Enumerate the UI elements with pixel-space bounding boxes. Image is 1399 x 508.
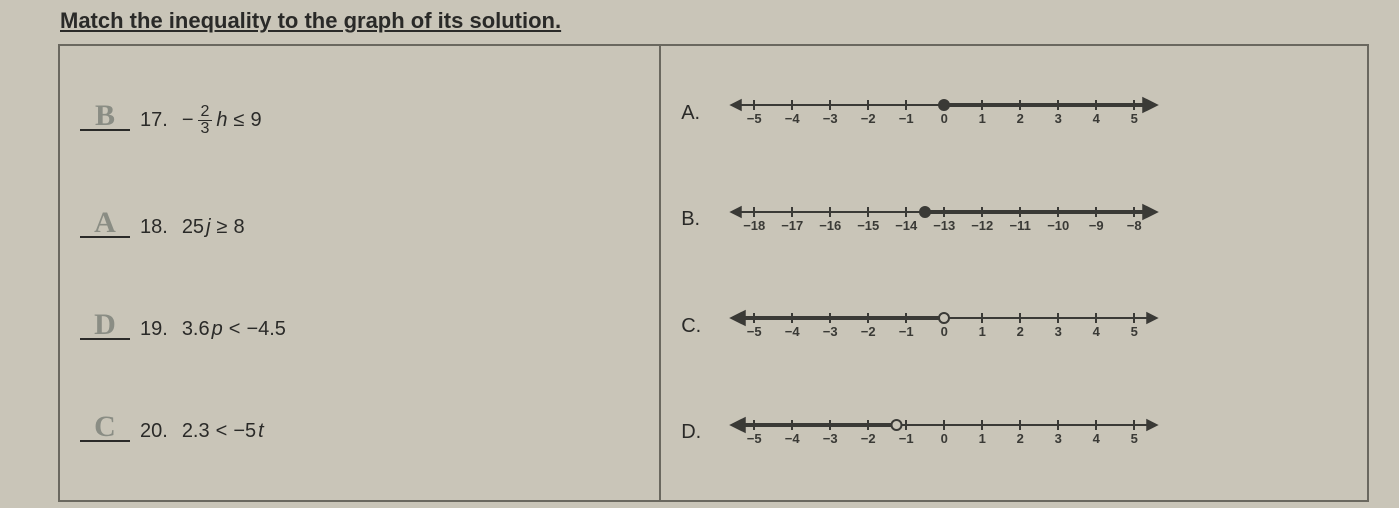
- option-c: C. −5−4−3−2−1012345: [681, 306, 1347, 346]
- pencil-answer: A: [94, 208, 116, 238]
- answer-blank: D: [80, 318, 130, 340]
- number-line: −18−17−16−15−14−13−12−11−10−9−8: [729, 200, 1159, 240]
- question-number: 20.: [140, 420, 168, 443]
- question-number: 18.: [140, 216, 168, 239]
- option-label: B.: [681, 208, 709, 231]
- expression: 25 j ≥ 8: [182, 216, 245, 239]
- option-b: B. −18−17−16−15−14−13−12−11−10−9−8: [681, 200, 1347, 240]
- answer-blank: A: [80, 216, 130, 238]
- option-label: D.: [681, 421, 709, 444]
- fraction: 2 3: [198, 104, 213, 137]
- page-title: Match the inequality to the graph of its…: [60, 8, 561, 34]
- question-20: C 20. 2.3 < −5 t: [80, 420, 639, 443]
- questions-column: B 17. − 2 3 h ≤ 9 A 18. 25 j ≥: [60, 46, 661, 500]
- options-column: A. −5−4−3−2−1012345 B. −18−17−16−15−14−1…: [661, 46, 1367, 500]
- question-18: A 18. 25 j ≥ 8: [80, 216, 639, 239]
- pencil-answer: C: [94, 412, 116, 442]
- question-19: D 19. 3.6 p < −4.5: [80, 318, 639, 341]
- number-line: −5−4−3−2−1012345: [729, 93, 1159, 133]
- pencil-answer: D: [94, 310, 116, 340]
- number-line: −5−4−3−2−1012345: [729, 306, 1159, 346]
- question-number: 19.: [140, 318, 168, 341]
- option-label: A.: [681, 102, 709, 125]
- question-number: 17.: [140, 109, 168, 132]
- worksheet-box: B 17. − 2 3 h ≤ 9 A 18. 25 j ≥: [58, 44, 1369, 502]
- number-line: −5−4−3−2−1012345: [729, 413, 1159, 453]
- option-d: D. −5−4−3−2−1012345: [681, 413, 1347, 453]
- option-a: A. −5−4−3−2−1012345: [681, 93, 1347, 133]
- expression: − 2 3 h ≤ 9: [182, 104, 262, 137]
- expression: 3.6 p < −4.5: [182, 318, 286, 341]
- expression: 2.3 < −5 t: [182, 420, 264, 443]
- option-label: C.: [681, 315, 709, 338]
- answer-blank: B: [80, 109, 130, 131]
- answer-blank: C: [80, 420, 130, 442]
- question-17: B 17. − 2 3 h ≤ 9: [80, 104, 639, 137]
- pencil-answer: B: [95, 101, 115, 131]
